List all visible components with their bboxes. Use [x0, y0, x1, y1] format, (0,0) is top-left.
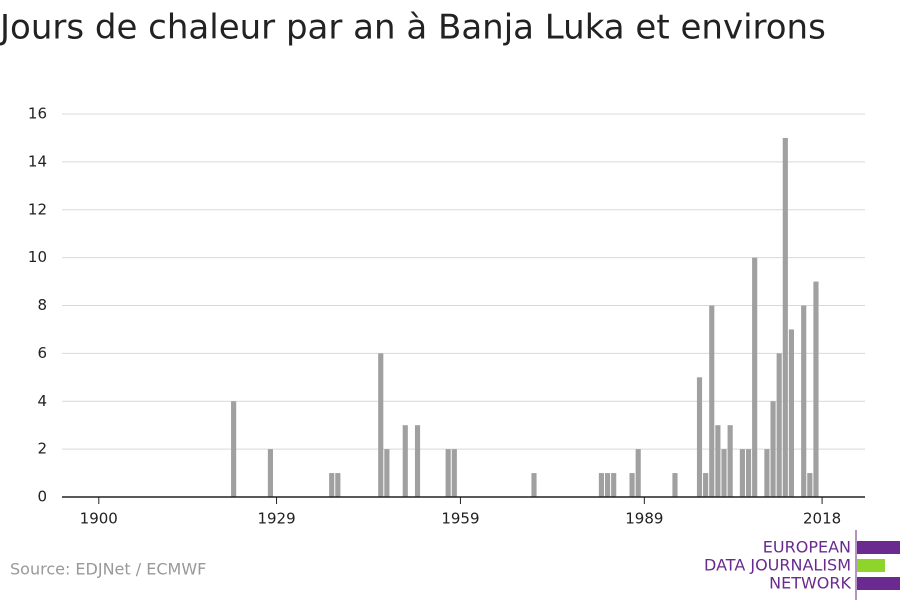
- bar: [696, 377, 703, 497]
- x-tick-label: 1989: [625, 510, 663, 528]
- y-tick-label: 0: [37, 488, 47, 506]
- bar: [335, 473, 341, 497]
- y-tick-label: 10: [28, 248, 47, 266]
- y-tick-label: 6: [37, 344, 47, 362]
- bar: [329, 473, 335, 497]
- chart-title: Jours de chaleur par an à Banja Luka et …: [0, 8, 826, 48]
- bar: [745, 449, 752, 497]
- x-tick-label: 1900: [80, 510, 118, 528]
- y-tick-label: 14: [28, 152, 47, 170]
- bar: [611, 473, 617, 497]
- bar: [629, 473, 635, 497]
- bar: [378, 353, 384, 497]
- bar: [414, 425, 421, 497]
- bar: [764, 449, 770, 497]
- logo-bar: [857, 559, 885, 572]
- logo-bar: [857, 541, 900, 554]
- bar: [604, 473, 611, 497]
- y-tick-label: 8: [37, 296, 47, 314]
- bar: [598, 473, 604, 497]
- y-tick-label: 4: [37, 392, 47, 410]
- bar: [727, 425, 733, 497]
- source: Source: EDJNet / ECMWF: [10, 560, 206, 579]
- bar: [807, 473, 813, 497]
- y-tick-label: 2: [37, 440, 47, 458]
- logo-bar: [857, 577, 900, 590]
- x-tick-label: 1929: [257, 510, 295, 528]
- bar: [813, 281, 819, 497]
- bar: [402, 425, 408, 497]
- bar: [635, 449, 641, 497]
- bar: [788, 329, 795, 497]
- bar: [267, 449, 273, 497]
- bar: [384, 449, 390, 497]
- bar: [739, 449, 745, 497]
- bar: [231, 401, 237, 497]
- y-tick-label: 12: [28, 200, 47, 218]
- logo-text: DATA JOURNALISM: [704, 556, 851, 575]
- logo-text: EUROPEAN: [763, 538, 851, 557]
- bar: [703, 473, 709, 497]
- y-tick-label: 16: [28, 105, 47, 123]
- bar: [752, 257, 758, 497]
- logo-text: NETWORK: [769, 574, 851, 593]
- bar: [672, 473, 678, 497]
- bar: [801, 305, 807, 497]
- x-tick-label: 1959: [441, 510, 479, 528]
- bar: [531, 473, 537, 497]
- bar: [770, 401, 776, 497]
- bar: [451, 449, 457, 497]
- bar: [445, 449, 451, 497]
- x-tick-label: 2018: [803, 510, 841, 528]
- bar: [709, 305, 715, 497]
- bar: [776, 353, 782, 497]
- bar: [721, 449, 727, 497]
- bar: [715, 425, 721, 497]
- bar: [782, 137, 788, 497]
